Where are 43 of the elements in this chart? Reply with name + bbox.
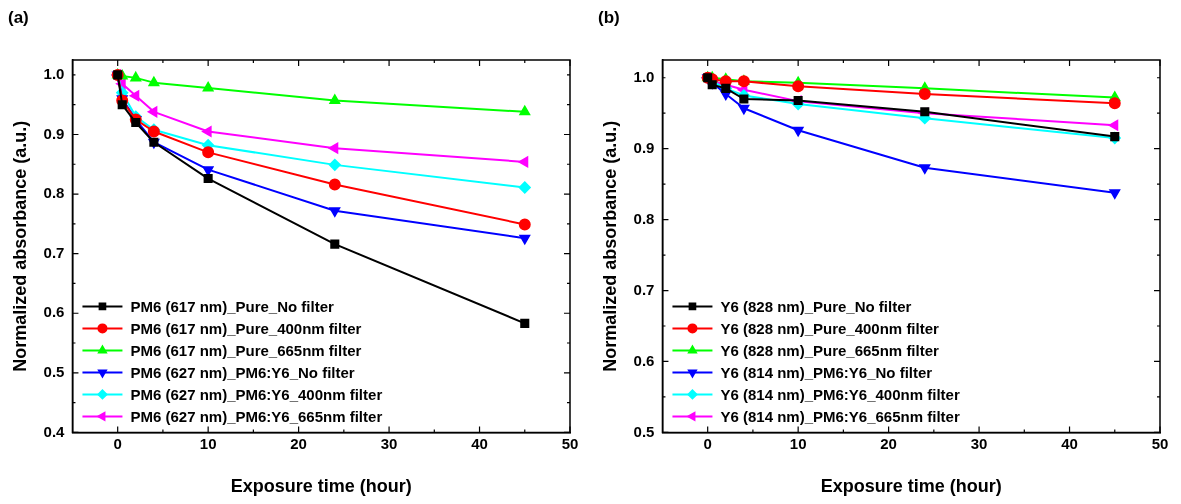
y-tick-label: 0.7 (633, 280, 655, 298)
legend-label: PM6 (617 nm)_Pure_No filter (130, 297, 335, 315)
legend-label: Y6 (828 nm)_Pure_No filter (720, 297, 912, 315)
legend-label: PM6 (627 nm)_PM6:Y6_665nm filter (130, 407, 383, 425)
y-tick-label: 1.0 (43, 65, 65, 83)
legend-label: PM6 (617 nm)_Pure_665nm filter (130, 341, 362, 359)
y-tick-label: 0.6 (633, 351, 655, 369)
y-tick-label: 1.0 (633, 67, 655, 85)
x-tick-label: 50 (1151, 434, 1169, 452)
y-tick-label: 0.8 (43, 184, 65, 202)
y-tick-label: 0.7 (43, 243, 65, 261)
y-tick-label: 0.9 (633, 138, 655, 156)
legend-label: Y6 (814 nm)_PM6:Y6_665nm filter (720, 407, 960, 425)
x-axis-title: Exposure time (hour) (230, 476, 412, 497)
x-tick-label: 40 (471, 434, 488, 452)
x-tick-label: 20 (290, 434, 307, 452)
legend-label: Y6 (814 nm)_PM6:Y6_No filter (720, 363, 933, 381)
legend-label: Y6 (828 nm)_Pure_665nm filter (720, 341, 940, 359)
y-tick-label: 0.5 (43, 362, 65, 380)
chart-title: (a) (8, 8, 29, 28)
x-tick-label: 10 (789, 434, 807, 452)
x-tick-label: 0 (703, 434, 712, 452)
y-axis-title: Normalized absorbance (a.u.) (9, 120, 30, 372)
y-tick-label: 0.6 (43, 303, 65, 321)
y-tick-label: 0.9 (43, 124, 65, 142)
legend-label: PM6 (627 nm)_PM6:Y6_400nm filter (130, 385, 383, 403)
x-tick-label: 30 (970, 434, 988, 452)
x-axis-title: Exposure time (hour) (820, 476, 1002, 497)
x-tick-label: 20 (880, 434, 897, 452)
y-tick-label: 0.5 (633, 422, 655, 440)
y-tick-label: 0.8 (633, 209, 655, 227)
y-tick-label: 0.4 (43, 422, 66, 440)
x-tick-label: 0 (113, 434, 122, 452)
chart-title: (b) (598, 8, 620, 28)
x-tick-label: 30 (380, 434, 398, 452)
legend-label: PM6 (627 nm)_PM6:Y6_No filter (130, 363, 355, 381)
legend-label: PM6 (617 nm)_Pure_400nm filter (130, 319, 362, 337)
y-axis-title: Normalized absorbance (a.u.) (599, 120, 620, 372)
legend-label: Y6 (828 nm)_Pure_400nm filter (720, 319, 940, 337)
x-tick-label: 10 (199, 434, 217, 452)
x-tick-label: 40 (1061, 434, 1078, 452)
legend-label: Y6 (814 nm)_PM6:Y6_400nm filter (720, 385, 960, 403)
x-tick-label: 50 (561, 434, 579, 452)
